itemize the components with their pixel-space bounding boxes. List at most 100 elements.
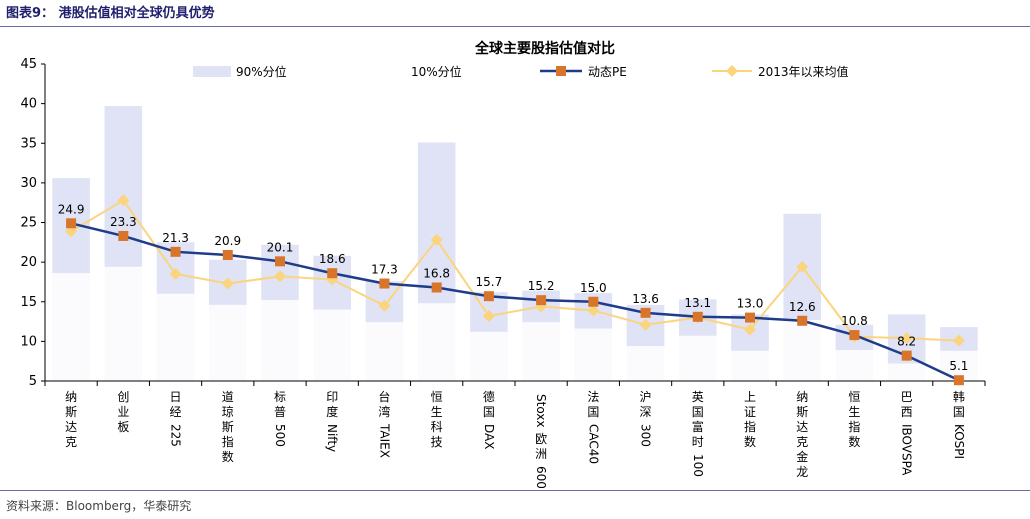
category-label-part: 印 [326, 390, 338, 404]
band-base [52, 273, 90, 381]
category-label-part: 法 [587, 390, 599, 404]
pe-point [379, 278, 390, 289]
category-label-part: 道 [222, 390, 234, 404]
y-tick-label: 40 [20, 97, 37, 112]
category-label-part: 普 [274, 405, 286, 419]
pe-value-label: 5.1 [949, 359, 968, 373]
band-base [731, 350, 769, 381]
y-tick-label: 25 [20, 216, 37, 231]
band-bar [104, 106, 143, 267]
band-base [417, 303, 456, 381]
category-label-part: 国 [953, 405, 965, 419]
legend-90-swatch [193, 66, 231, 77]
legend-pe-marker [556, 66, 566, 76]
pe-point [275, 256, 285, 267]
category-label-part: 恒 [848, 390, 860, 404]
category-label: Stoxx 欧洲 600 [534, 394, 548, 488]
category-label-part: TAIEX [377, 423, 391, 458]
category-label-part: 国 [587, 405, 599, 419]
pe-value-label: 24.9 [58, 202, 85, 216]
category-label-part: 洲 [535, 447, 547, 461]
category-label-part: 金 [796, 449, 808, 464]
category-label-part: 数 [744, 434, 756, 449]
category-label-part: Stoxx [534, 394, 548, 428]
category-label-part: 300 [639, 424, 653, 447]
avg-point [378, 299, 391, 312]
average-series [65, 194, 965, 347]
pe-value-label: 23.3 [110, 215, 137, 229]
band-base [208, 304, 247, 381]
category-label-part: 业 [117, 405, 129, 419]
category-label-part: 生 [848, 405, 860, 419]
avg-point [117, 194, 130, 207]
category-label-part: 纳 [796, 390, 808, 404]
category-label-part: 标 [274, 390, 286, 404]
pe-value-label: 13.1 [684, 296, 711, 310]
category-label-part: CAC40 [586, 424, 600, 464]
pe-value-label: 16.8 [423, 266, 450, 280]
data-labels: 24.9 23.3 21.3 20.9 20.1 18.6 17.3 16.8 15.7 15.2… [58, 202, 969, 373]
category-label: 韩国 KOSPI [952, 389, 966, 459]
pe-value-label: 15.7 [476, 275, 503, 289]
category-label-part: 经 [170, 405, 182, 419]
band-base [887, 363, 926, 381]
y-tick-label: 10 [20, 334, 37, 349]
avg-point [639, 318, 652, 331]
pe-point [588, 296, 599, 307]
pe-point [797, 315, 808, 326]
category-label-part: 龙 [796, 465, 808, 479]
category-label-part: 德 [483, 389, 495, 404]
percentile-bands [52, 106, 978, 381]
pe-value-label: 18.6 [319, 252, 346, 266]
figure-title: 图表9： 港股估值相对全球仍具优势 [6, 6, 215, 21]
axes: 5 10 15 20 25 30 35 40 45 [20, 57, 986, 389]
category-label-part: 国 [692, 405, 704, 419]
pe-point [431, 282, 442, 293]
legend: 90%分位 10%分位 动态PE 2013年以来均值 [193, 64, 849, 79]
category-label-part: 欧 [535, 432, 547, 446]
category-label-part: DAX [482, 424, 496, 449]
category-label-part: 时 [692, 435, 704, 449]
legend-avg-marker [726, 65, 738, 77]
category-label-part: 沪 [640, 390, 652, 404]
category-label: 创业板 [117, 390, 129, 434]
category-label-part: 巴 [901, 390, 913, 404]
pe-point [901, 350, 912, 361]
pe-value-label: 15.0 [580, 281, 607, 295]
pe-point [118, 230, 129, 241]
pe-point [745, 312, 755, 323]
avg-point [587, 304, 600, 317]
pe-point [170, 246, 181, 257]
category-label-part: 克 [65, 435, 77, 449]
pe-value-label: 20.1 [267, 240, 294, 254]
y-tick-label: 30 [20, 176, 37, 191]
category-label-part: 湾 [378, 404, 390, 419]
category-label: 台湾 TAIEX [377, 389, 391, 458]
avg-point [169, 268, 182, 281]
avg-point [744, 323, 756, 336]
y-tick-label: 35 [20, 136, 37, 151]
category-label-part: 板 [117, 420, 129, 434]
y-tick-label: 5 [29, 374, 37, 389]
legend-90-label: 90%分位 [236, 64, 287, 79]
avg-line [70, 198, 959, 342]
category-label: 印度 Nifty [325, 390, 339, 452]
pe-line [70, 222, 960, 382]
chart-title: 全球主要股指估值对比 [474, 40, 615, 57]
avg-point [952, 334, 965, 347]
category-label: 标普 500 [273, 390, 287, 447]
pe-value-label: 21.3 [162, 231, 189, 245]
category-label: 法国 CAC40 [586, 390, 600, 464]
category-label-part: 纳 [65, 390, 77, 404]
pe-point [640, 307, 651, 318]
pe-value-label: 13.0 [737, 297, 764, 311]
category-label-part: 达 [796, 420, 808, 434]
category-label-part: 韩 [953, 389, 965, 404]
category-label-part: 数 [848, 434, 860, 449]
